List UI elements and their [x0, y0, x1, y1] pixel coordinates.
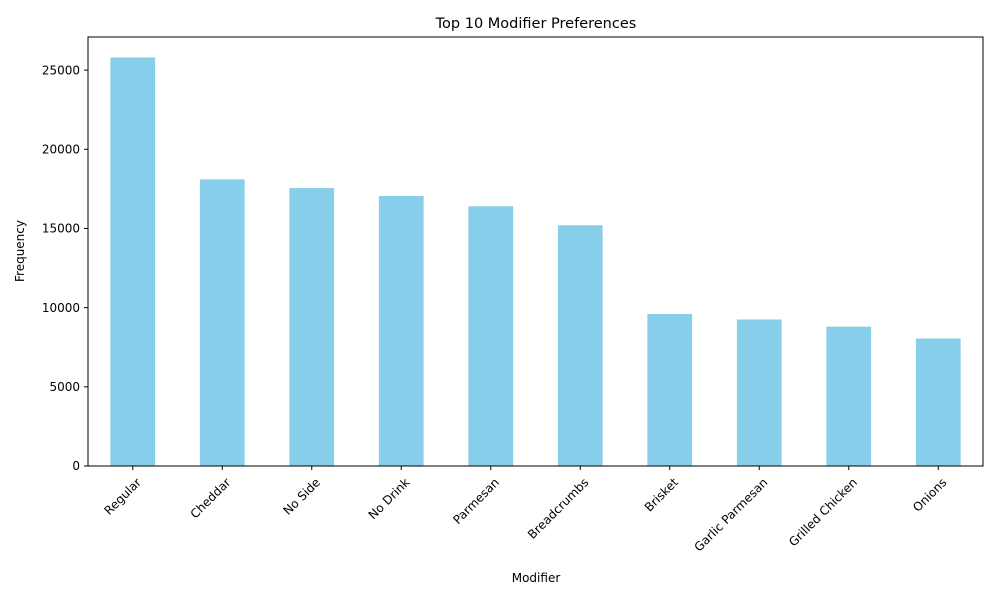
bar-cheddar [199, 179, 245, 466]
bar-regular [110, 57, 156, 467]
x-tick-label: Regular [102, 475, 144, 517]
bar-no-drink [378, 195, 424, 467]
y-tick-label: 10000 [42, 301, 80, 315]
x-tick-label: Parmesan [450, 475, 502, 527]
bar-brisket [647, 313, 693, 466]
bar-onions [915, 338, 961, 466]
x-axis: Regular Cheddar No Side No Drink Parmesan Bre… [102, 466, 949, 554]
x-axis-title: Modifier [512, 571, 561, 585]
y-tick-label: 20000 [42, 142, 80, 156]
x-tick-label: Onions [910, 475, 949, 514]
x-tick-label: Garlic Parmesan [691, 475, 770, 554]
x-tick-label: No Drink [366, 475, 413, 522]
bar-no-side [289, 188, 335, 466]
chart-title: Top 10 Modifier Preferences [435, 16, 637, 32]
bar-garlic-parmesan [736, 319, 782, 466]
bar-breadcrumbs [557, 225, 603, 466]
y-axis-title: Frequency [13, 220, 27, 282]
bar-grilled-chicken [826, 326, 872, 466]
bars-group [110, 57, 961, 467]
x-tick-label: Brisket [642, 475, 681, 514]
y-axis: 0 5000 10000 15000 20000 25000 [42, 63, 88, 473]
bar-parmesan [468, 206, 514, 466]
x-tick-label: Breadcrumbs [525, 475, 591, 541]
x-tick-label: No Side [280, 475, 322, 517]
y-tick-label: 0 [72, 459, 80, 473]
y-tick-label: 25000 [42, 63, 80, 77]
x-tick-label: Grilled Chicken [786, 475, 860, 549]
y-tick-label: 15000 [42, 222, 80, 236]
y-tick-label: 5000 [49, 380, 80, 394]
x-tick-label: Cheddar [188, 475, 234, 521]
plot-frame [87, 36, 984, 467]
